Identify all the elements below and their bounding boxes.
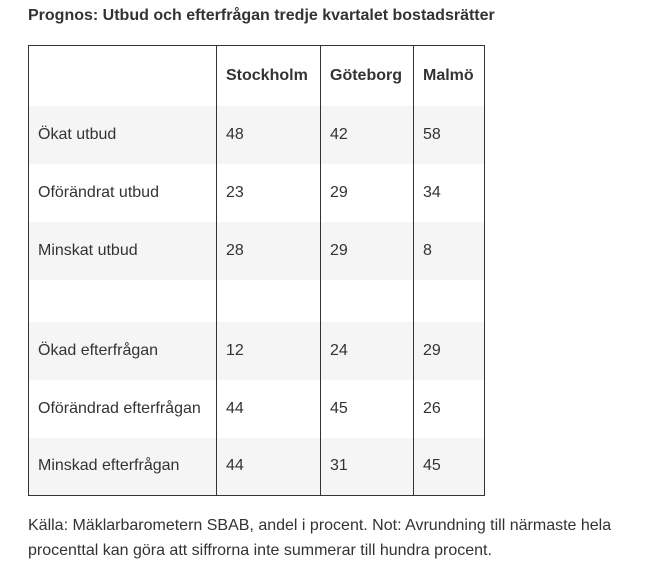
row-label [28,279,217,322]
table-header-row: Stockholm Göteborg Malmö [28,45,485,106]
table-row: Ökad efterfrågan 12 24 29 [28,321,485,380]
table-cell: 48 [216,105,321,164]
table-row: Ökat utbud 48 42 58 [28,105,485,164]
table-row: Minskat utbud 28 29 8 [28,221,485,280]
row-label: Ökad efterfrågan [28,321,217,380]
table-cell: 45 [320,379,414,438]
table-cell: 58 [413,105,485,164]
table-cell [413,279,485,322]
table-cell: 8 [413,221,485,280]
table-cell: 29 [320,163,414,222]
table-row-spacer [28,279,485,322]
page-title: Prognos: Utbud och efterfrågan tredje kv… [28,7,495,24]
row-label: Oförändrat utbud [28,163,217,222]
table-cell: 29 [320,221,414,280]
table-cell [216,279,321,322]
table-cell: 26 [413,379,485,438]
table-cell: 31 [320,437,414,496]
table-cell: 45 [413,437,485,496]
source-footnote: Källa: Mäklarbarometern SBAB, andel i pr… [28,517,612,559]
table-cell: 29 [413,321,485,380]
table-cell: 44 [216,379,321,438]
table-cell: 44 [216,437,321,496]
table-cell: 23 [216,163,321,222]
table-cell [320,279,414,322]
header-cell-goteborg: Göteborg [320,45,414,106]
table-cell: 28 [216,221,321,280]
table-row: Minskad efterfrågan 44 31 45 [28,437,485,496]
table-cell: 34 [413,163,485,222]
row-label: Minskat utbud [28,221,217,280]
row-label: Minskad efterfrågan [28,437,217,496]
table-cell: 12 [216,321,321,380]
table-row: Oförändrad efterfrågan 44 45 26 [28,379,485,438]
table-cell: 24 [320,321,414,380]
row-label: Ökat utbud [28,105,217,164]
row-label: Oförändrad efterfrågan [28,379,217,438]
header-cell-stockholm: Stockholm [216,45,321,106]
header-cell-empty [28,45,217,106]
table-row: Oförändrat utbud 23 29 34 [28,163,485,222]
forecast-table: Stockholm Göteborg Malmö Ökat utbud 48 4… [28,45,485,496]
header-cell-malmo: Malmö [413,45,485,106]
table-cell: 42 [320,105,414,164]
